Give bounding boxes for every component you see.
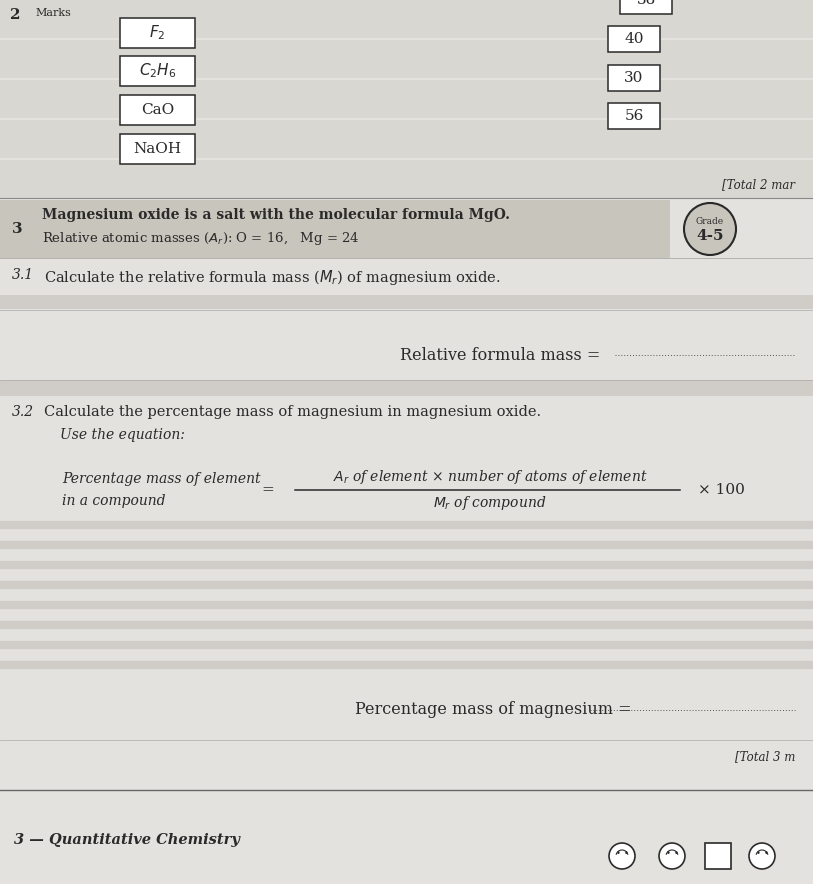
- Text: Relative atomic masses ($A_r$): O = 16,   Mg = 24: Relative atomic masses ($A_r$): O = 16, …: [42, 230, 359, 247]
- Text: $F_2$: $F_2$: [150, 24, 166, 42]
- FancyBboxPatch shape: [0, 120, 813, 158]
- Text: CaO: CaO: [141, 103, 174, 117]
- Text: =: =: [262, 483, 274, 497]
- FancyBboxPatch shape: [705, 843, 731, 869]
- FancyBboxPatch shape: [0, 380, 813, 396]
- Circle shape: [659, 843, 685, 869]
- Text: •: •: [666, 850, 671, 858]
- Text: •: •: [615, 850, 620, 858]
- Text: Magnesium oxide is a salt with the molecular formula MgO.: Magnesium oxide is a salt with the molec…: [42, 208, 510, 222]
- Text: $M_r$ of compound: $M_r$ of compound: [433, 494, 546, 512]
- Text: Grade: Grade: [696, 217, 724, 226]
- Text: $A_r$ of element × number of atoms of element: $A_r$ of element × number of atoms of el…: [333, 468, 647, 486]
- Text: 38: 38: [637, 0, 655, 7]
- Text: Calculate the relative formula mass ($M_r$) of magnesium oxide.: Calculate the relative formula mass ($M_…: [44, 268, 501, 287]
- FancyBboxPatch shape: [0, 160, 813, 198]
- Text: 30: 30: [624, 71, 644, 85]
- Text: [Total 3 m: [Total 3 m: [735, 750, 795, 763]
- Text: NaOH: NaOH: [133, 142, 181, 156]
- Text: 40: 40: [624, 32, 644, 46]
- FancyBboxPatch shape: [620, 0, 672, 14]
- Text: 56: 56: [624, 109, 644, 123]
- Text: 2: 2: [10, 8, 20, 22]
- Text: in a compound: in a compound: [62, 494, 166, 508]
- Text: Use the equation:: Use the equation:: [60, 428, 185, 442]
- FancyBboxPatch shape: [120, 56, 195, 86]
- FancyBboxPatch shape: [120, 95, 195, 125]
- Text: •: •: [673, 850, 678, 858]
- Text: •: •: [755, 850, 760, 858]
- Text: Marks: Marks: [35, 8, 71, 18]
- FancyBboxPatch shape: [0, 40, 813, 78]
- Text: •: •: [624, 850, 628, 858]
- Text: × 100: × 100: [698, 483, 745, 497]
- FancyBboxPatch shape: [120, 134, 195, 164]
- FancyBboxPatch shape: [0, 295, 813, 309]
- Text: 4-5: 4-5: [696, 229, 724, 243]
- Text: [Total 2 mar: [Total 2 mar: [722, 178, 795, 191]
- Circle shape: [749, 843, 775, 869]
- FancyBboxPatch shape: [608, 103, 660, 129]
- Text: Percentage mass of element: Percentage mass of element: [62, 472, 261, 486]
- Text: 3: 3: [12, 222, 23, 236]
- Text: Calculate the percentage mass of magnesium in magnesium oxide.: Calculate the percentage mass of magnesi…: [44, 405, 541, 419]
- FancyBboxPatch shape: [0, 80, 813, 118]
- Text: 3.2: 3.2: [12, 405, 34, 419]
- Text: Percentage mass of magnesium =: Percentage mass of magnesium =: [355, 702, 637, 719]
- FancyBboxPatch shape: [0, 200, 670, 258]
- Text: 3.1: 3.1: [12, 268, 34, 282]
- FancyBboxPatch shape: [0, 0, 813, 38]
- FancyBboxPatch shape: [608, 26, 660, 52]
- FancyBboxPatch shape: [120, 18, 195, 48]
- Circle shape: [609, 843, 635, 869]
- Text: 3 — Quantitative Chemistry: 3 — Quantitative Chemistry: [14, 833, 240, 847]
- Circle shape: [684, 203, 736, 255]
- Text: Relative formula mass =: Relative formula mass =: [400, 347, 606, 363]
- Text: •: •: [763, 850, 768, 858]
- Text: $C_2H_6$: $C_2H_6$: [139, 62, 176, 80]
- FancyBboxPatch shape: [608, 65, 660, 91]
